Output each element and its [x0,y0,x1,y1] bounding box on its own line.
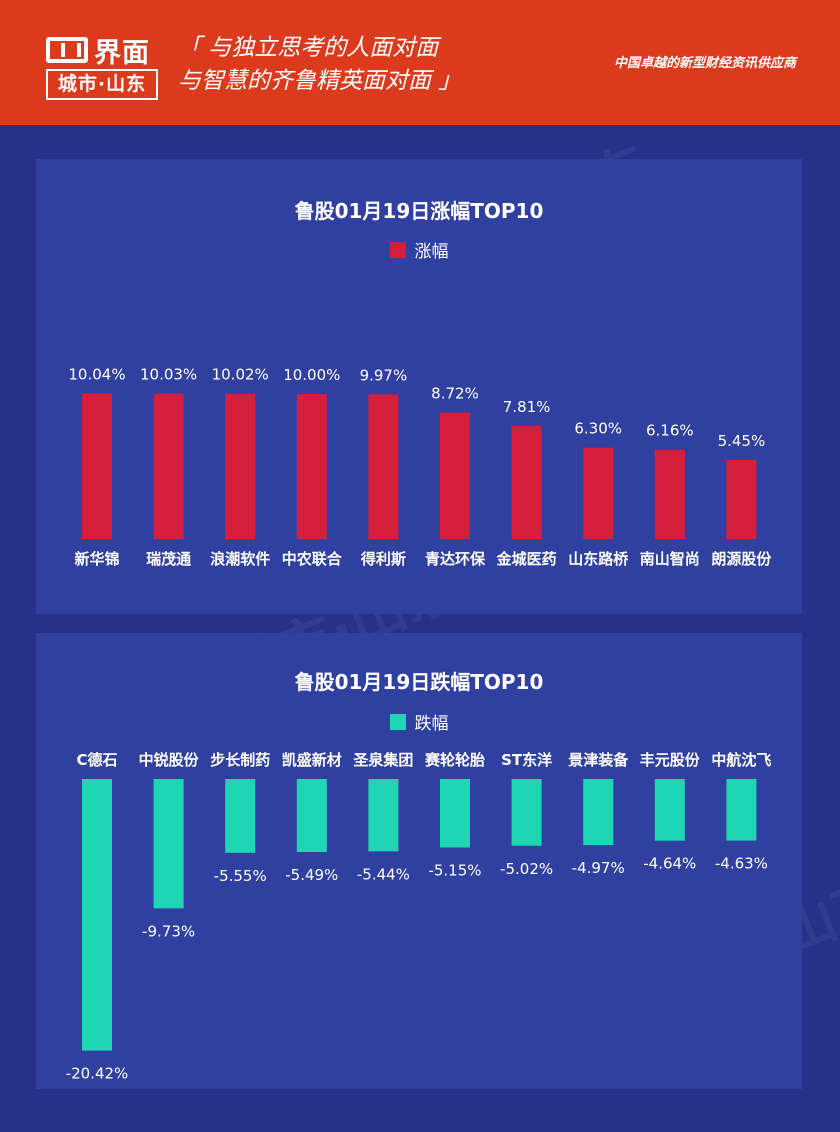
bar [654,449,685,539]
data-label: 10.04% [68,365,125,383]
bar [368,779,399,852]
category-label: ST东洋 [501,751,552,769]
category-label: 南山智尚 [640,550,700,568]
category-label: 步长制药 [210,751,270,769]
bar [583,779,614,846]
data-label: 10.03% [140,366,197,384]
category-label: 新华锦 [74,550,119,568]
data-label: 7.81% [503,398,551,416]
bar [296,779,327,853]
data-label: -5.49% [285,866,338,884]
logo-sub-brand: 城市·山东 [46,69,158,100]
chart-title: 鲁股01月19日跌幅TOP10 [294,670,544,694]
slogan: 「 与独立思考的人面对面 与智慧的齐鲁精英面对面 」 [178,32,461,98]
data-label: -5.44% [357,865,410,883]
bar [368,394,399,539]
category-label: 山东路桥 [568,550,629,568]
category-label: 浪潮软件 [210,550,270,568]
category-label: 朗源股份 [711,550,772,568]
category-label: 凯盛新材 [282,751,342,769]
category-label: 得利斯 [360,550,406,568]
data-label: 10.00% [283,366,340,384]
legend-label: 涨幅 [414,242,449,262]
gain-chart-panel: 鲁股01月19日涨幅TOP10 涨幅 10.04% 新华锦 10.03% 瑞茂通 10.… [36,159,802,614]
bar [296,394,327,539]
legend-swatch [389,713,406,730]
data-label: 10.02% [212,366,269,384]
chart-legend: 跌幅 [36,709,802,734]
category-label: 中航沈飞 [711,751,771,769]
slogan-line-1: 「 与独立思考的人面对面 [178,35,439,61]
bar [225,779,256,853]
bar [726,779,757,841]
data-label: -5.15% [428,861,481,879]
category-label: 赛轮轮胎 [424,751,485,769]
data-label: -9.73% [142,922,195,940]
category-label: 中锐股份 [139,751,200,769]
data-label: 6.16% [646,422,694,440]
legend-label: 跌幅 [414,714,449,734]
category-label: C德石 [76,751,117,769]
slogan-line-2: 与智慧的齐鲁精英面对面 」 [178,68,462,94]
bar [153,779,184,909]
bar [440,779,470,848]
loss-chart-panel: 鲁股01月19日跌幅TOP10 跌幅 -20.42% C德石 -9.73% 中锐股份 -… [36,633,802,1089]
data-label: -5.55% [214,867,267,885]
bar [225,393,256,539]
data-label: 6.30% [574,420,622,438]
data-label: -4.63% [715,855,768,873]
data-label: -20.42% [66,1065,129,1083]
chart-title: 鲁股01月19日涨幅TOP10 [294,199,544,223]
data-label: 9.97% [360,366,408,384]
data-label: -4.64% [643,855,696,873]
bar [153,393,184,539]
bar [726,459,757,539]
bar [583,447,614,539]
category-label: 金城医药 [496,550,557,568]
logo-brand: 界面 [94,37,150,69]
category-label: 圣泉集团 [352,751,413,769]
bar [82,779,112,1051]
legend-swatch [389,241,406,258]
gain-bar-chart: 10.04% 新华锦 10.03% 瑞茂通 10.02% 浪潮软件 10.00% 中农联合 9.… [68,365,772,568]
chart-legend: 涨幅 [36,237,802,262]
category-label: 瑞茂通 [146,550,191,568]
data-label: 5.45% [718,432,766,450]
data-label: 8.72% [431,385,479,403]
bar [82,393,112,539]
bar [511,779,542,846]
bar [511,425,542,539]
tagline: 中国卓越的新型财经资讯供应商 [613,56,796,71]
logo-frame-icon [46,37,88,63]
data-label: -4.97% [572,859,625,877]
loss-bar-chart: -20.42% C德石 -9.73% 中锐股份 -5.55% 步长制药 -5.49% 凯盛新材… [66,751,772,1083]
header-banner: 界面 城市·山东 「 与独立思考的人面对面 与智慧的齐鲁精英面对面 」 中国卓越… [0,0,840,125]
bar [654,779,685,841]
category-label: 中农联合 [282,550,343,568]
logo: 界面 [46,33,150,69]
bar [440,412,470,539]
data-label: -5.02% [500,860,553,878]
category-label: 丰元股份 [640,751,701,769]
category-label: 青达环保 [425,550,486,568]
category-label: 景津装备 [568,751,629,769]
